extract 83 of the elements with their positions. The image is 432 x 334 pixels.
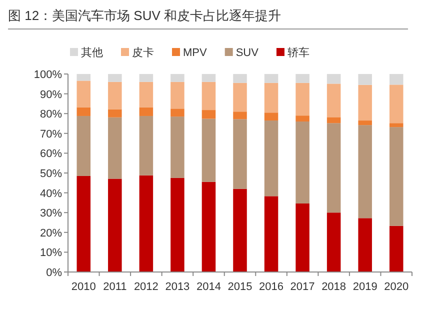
bar (108, 82, 122, 110)
bar (170, 82, 184, 109)
bar (296, 82, 310, 116)
bar (358, 218, 372, 272)
bar (76, 107, 91, 116)
x-tick-label: 2016 (259, 281, 284, 293)
bar (358, 125, 372, 218)
bar (233, 74, 247, 83)
bar (358, 84, 372, 121)
bar (202, 74, 216, 82)
y-tick-label: 0% (46, 267, 62, 279)
y-tick-label: 80% (40, 108, 62, 121)
legend-label: 其他 (81, 46, 103, 59)
bar (202, 110, 216, 119)
x-tick-label: 2015 (228, 281, 252, 293)
bar (358, 74, 372, 85)
bar (202, 82, 216, 110)
bar (326, 117, 341, 124)
bar (358, 120, 372, 126)
bar (170, 116, 184, 178)
x-tick-label: 2010 (71, 281, 96, 293)
bar (170, 74, 184, 82)
bar (76, 74, 91, 81)
bar (233, 119, 247, 189)
x-tick-label: 2013 (165, 281, 190, 293)
bar (389, 84, 404, 124)
bar (108, 74, 122, 82)
bar (326, 84, 341, 118)
x-tick-label: 2017 (290, 281, 315, 293)
bar (108, 117, 122, 179)
bar (76, 116, 91, 176)
bar (76, 176, 91, 272)
bar (296, 203, 310, 272)
bar (139, 82, 154, 108)
bar (326, 123, 341, 213)
bar (264, 82, 278, 113)
bar (170, 108, 184, 117)
y-tick-label: 100% (34, 69, 62, 81)
bar (139, 175, 154, 272)
y-tick-label: 40% (40, 188, 62, 200)
bar (202, 118, 216, 182)
legend-label: SUV (236, 47, 260, 59)
bar (264, 74, 278, 83)
y-tick-label: 20% (40, 227, 62, 240)
bar (326, 74, 341, 84)
bar (139, 116, 154, 176)
bar (139, 74, 154, 82)
bar (389, 74, 404, 85)
bar (326, 212, 341, 272)
chart-title: 图 12：美国汽车市场 SUV 和皮卡占比逐年提升 (8, 8, 282, 23)
bar (233, 82, 247, 112)
bar (108, 178, 122, 272)
x-tick-label: 2019 (352, 281, 378, 293)
legend-label: 皮卡 (132, 46, 154, 59)
bar (264, 196, 278, 272)
y-tick-label: 60% (40, 148, 62, 160)
bar (296, 74, 310, 83)
y-tick-label: 70% (40, 128, 62, 140)
y-tick-label: 50% (40, 168, 62, 180)
legend-label: MPV (183, 47, 208, 59)
bar (264, 112, 278, 121)
x-tick-label: 2014 (196, 281, 221, 293)
bar (296, 116, 310, 122)
bar (233, 188, 247, 272)
y-tick-label: 30% (40, 208, 62, 220)
bar (233, 112, 247, 120)
y-tick-label: 10% (40, 247, 62, 260)
bar (76, 80, 91, 108)
bar (389, 226, 404, 272)
x-tick-label: 2018 (322, 281, 346, 293)
bar (389, 127, 404, 226)
bar (108, 109, 122, 118)
y-tick-label: 90% (40, 88, 62, 101)
x-tick-label: 2012 (134, 281, 158, 293)
bar (264, 120, 278, 196)
bar (296, 122, 310, 204)
bar (202, 182, 216, 272)
bar (139, 107, 154, 116)
bar (389, 123, 404, 128)
x-tick-label: 2011 (103, 281, 127, 293)
bar (170, 178, 184, 272)
legend-label: 轿车 (287, 46, 310, 59)
x-tick-label: 2020 (384, 281, 409, 293)
